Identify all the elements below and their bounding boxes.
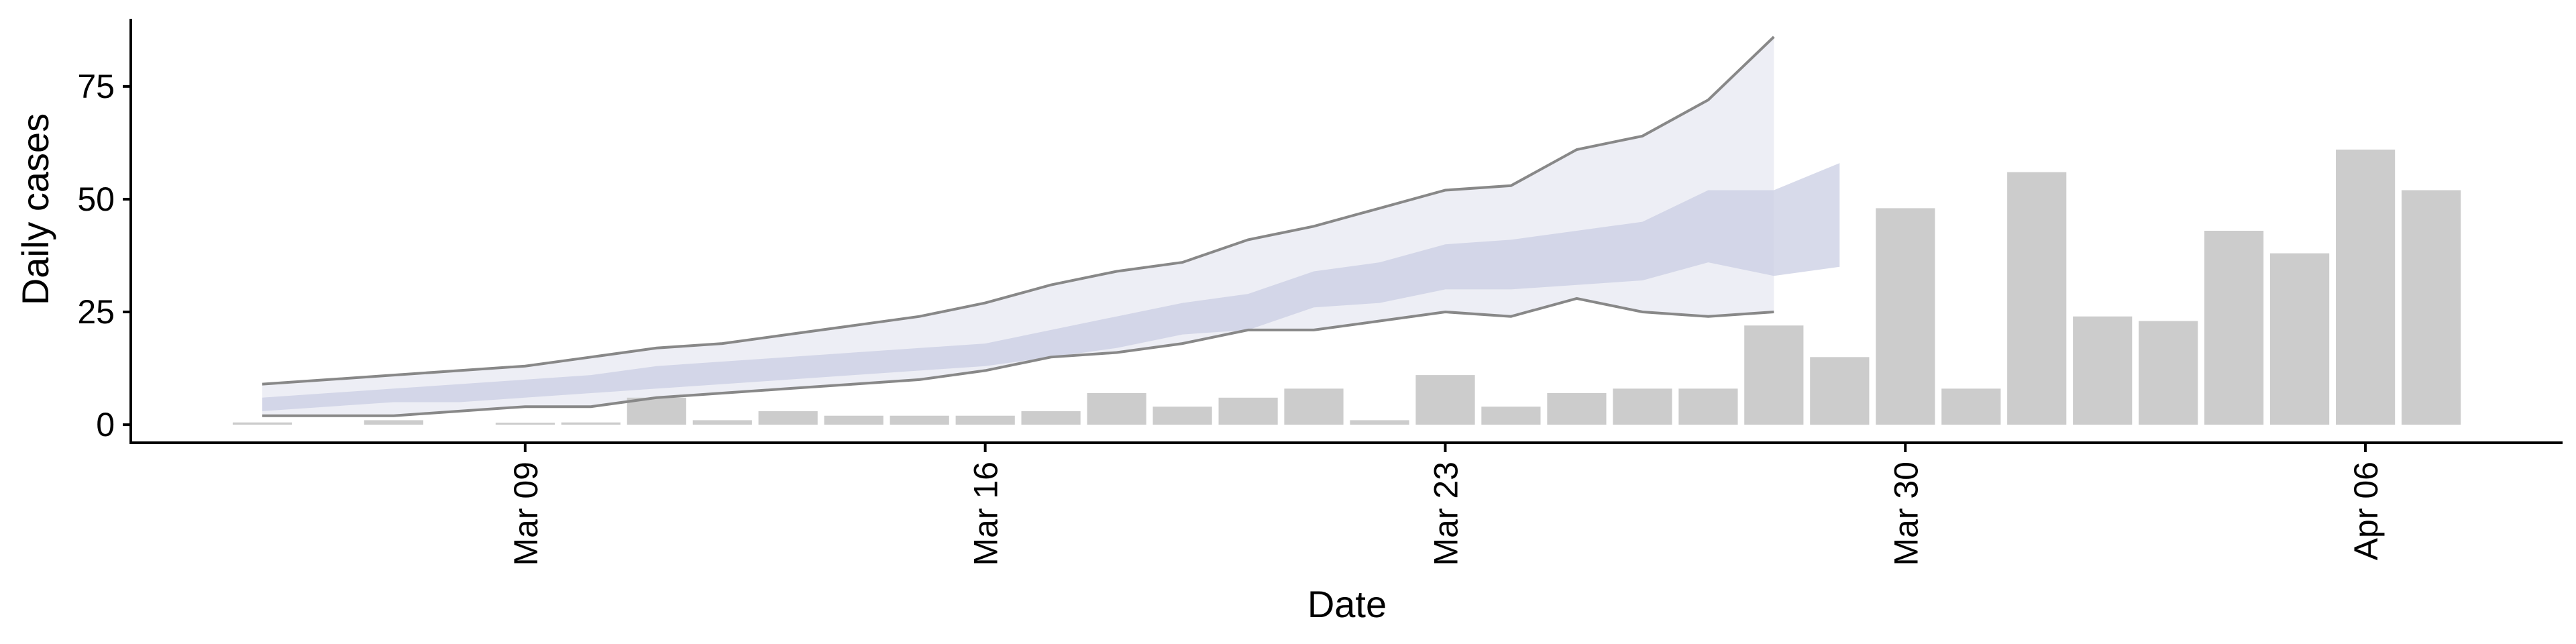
- case-bar: [2336, 150, 2396, 425]
- x-tick-label: Mar 30: [1887, 462, 1925, 566]
- case-bar: [2204, 231, 2264, 425]
- x-tick-label: Apr 06: [2347, 462, 2385, 560]
- y-ticks: 0 25 50 75: [77, 68, 131, 443]
- lower-90-line: [262, 297, 1774, 417]
- case-bar: [1415, 375, 1475, 425]
- case-bar: [1481, 407, 1541, 425]
- case-bar: [2007, 172, 2067, 425]
- case-bar: [692, 420, 752, 425]
- case-bar: [1876, 208, 1935, 425]
- case-bar: [561, 422, 621, 425]
- y-tick-label: 75: [77, 68, 115, 105]
- case-bar: [1350, 420, 1409, 425]
- x-tick-label: Mar 16: [967, 462, 1005, 566]
- case-bar: [232, 422, 292, 425]
- case-bar: [1021, 411, 1081, 425]
- upper-90-line: [262, 36, 1775, 386]
- case-bar: [1744, 325, 1804, 425]
- x-tick-label: Mar 09: [507, 462, 545, 566]
- y-tick-label: 25: [77, 293, 115, 331]
- case-bar: [890, 415, 949, 425]
- case-bar: [2139, 321, 2198, 425]
- case-bar: [1547, 393, 1607, 425]
- case-bar: [955, 415, 1015, 425]
- case-bar: [2270, 253, 2330, 425]
- case-bar: [495, 423, 555, 425]
- y-axis-title: Daily cases: [14, 113, 56, 305]
- case-bar: [1218, 397, 1278, 425]
- case-bar: [824, 415, 883, 425]
- case-bar: [2073, 316, 2133, 425]
- case-bar: [1152, 407, 1212, 425]
- case-bar: [1284, 388, 1344, 425]
- case-bar: [2402, 190, 2461, 425]
- estimate-lines: [262, 36, 1775, 417]
- x-axis-title: Date: [1307, 583, 1387, 625]
- y-tick-label: 50: [77, 180, 115, 218]
- case-bars: [232, 150, 2461, 425]
- case-bar: [364, 420, 423, 425]
- case-bar: [1087, 393, 1146, 425]
- case-bar: [758, 411, 818, 425]
- x-ticks: Mar 09 Mar 16 Mar 23 Mar 30 Apr 06: [507, 443, 2385, 566]
- axes: [129, 19, 2563, 444]
- y-tick-label: 0: [96, 406, 115, 443]
- band-50: [262, 163, 1840, 411]
- x-tick-label: Mar 23: [1428, 462, 1465, 566]
- case-bar: [1678, 388, 1738, 425]
- case-bar: [1941, 388, 2001, 425]
- case-bar: [1613, 388, 1672, 425]
- case-bar: [1810, 357, 1870, 425]
- estimate-bands: [262, 36, 1840, 416]
- case-bar: [627, 397, 686, 425]
